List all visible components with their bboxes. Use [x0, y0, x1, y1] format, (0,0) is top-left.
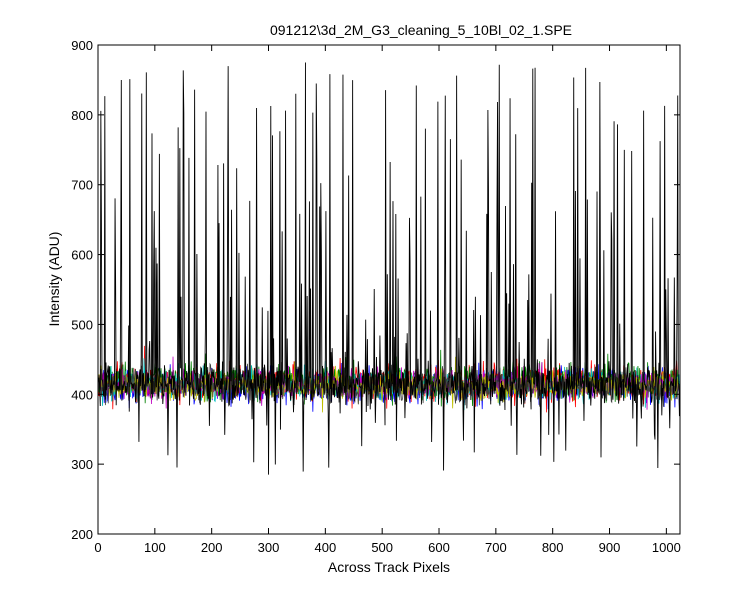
x-tick-label: 0: [94, 540, 101, 555]
y-tick-label: 800: [71, 108, 93, 123]
y-tick-label: 700: [71, 178, 93, 193]
x-axis-label: Across Track Pixels: [328, 559, 450, 575]
x-tick-label: 300: [258, 540, 280, 555]
y-tick-label: 200: [71, 527, 93, 542]
x-tick-label: 500: [371, 540, 393, 555]
x-tick-label: 1000: [652, 540, 681, 555]
y-tick-label: 500: [71, 317, 93, 332]
y-tick-label: 400: [71, 387, 93, 402]
y-tick-label: 300: [71, 457, 93, 472]
x-axis: 0 100 200 300 400 500 600 700 800 900 1000: [94, 45, 681, 555]
plot-area: [98, 45, 680, 534]
x-tick-label: 400: [314, 540, 336, 555]
x-tick-label: 800: [542, 540, 564, 555]
y-axis-label: Intensity (ADU): [46, 232, 62, 327]
x-tick-label: 700: [485, 540, 507, 555]
x-tick-label: 200: [201, 540, 223, 555]
series-layer: [98, 62, 680, 475]
axes-box: [97, 44, 681, 535]
chart-title: 091212\3d_2M_G3_cleaning_5_10Bl_02_1.SPE: [270, 22, 572, 38]
x-tick-label: 900: [599, 540, 621, 555]
x-tick-label: 100: [144, 540, 166, 555]
y-axis: 200 300 400 500 600 700 800 900: [71, 38, 680, 542]
y-tick-label: 600: [71, 248, 93, 263]
series-line: [98, 356, 680, 413]
series-line: [98, 62, 680, 475]
x-tick-label: 600: [428, 540, 450, 555]
y-tick-label: 900: [71, 38, 93, 53]
